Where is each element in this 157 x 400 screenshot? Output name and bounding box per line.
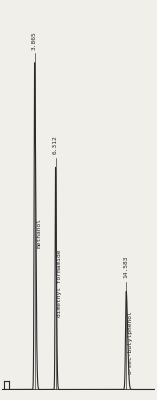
Text: methanol: methanol: [36, 218, 41, 248]
Text: o-sec-butylphenol: o-sec-butylphenol: [128, 310, 133, 374]
Text: 14.583: 14.583: [124, 256, 129, 278]
Text: 6.312: 6.312: [53, 136, 58, 154]
Text: dimethyl formamide: dimethyl formamide: [57, 249, 62, 316]
Text: 3.865: 3.865: [32, 31, 37, 50]
